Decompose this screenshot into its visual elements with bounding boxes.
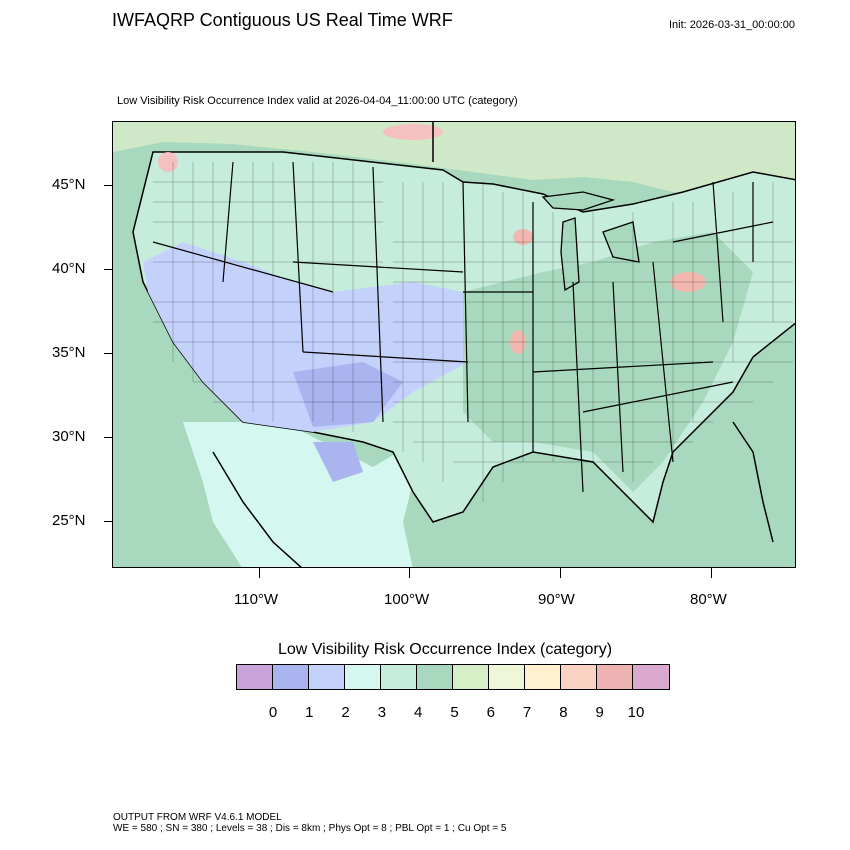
legend-swatch-4 [381, 665, 417, 689]
legend-swatch-2 [309, 665, 345, 689]
legend-swatch-6 [453, 665, 489, 689]
legend-swatch-11 [633, 665, 669, 689]
southwest-dark-blue [293, 362, 403, 427]
init-time: Init: 2026-03-31_00:00:00 [669, 19, 795, 31]
lon-label-90w: 90°W [538, 591, 575, 608]
legend-label-3: 3 [377, 704, 387, 721]
legend-swatch-5 [417, 665, 453, 689]
lat-label-45: 45°N [52, 176, 86, 193]
lat-label-40: 40°N [52, 260, 86, 277]
legend-label-5: 5 [450, 704, 459, 721]
lat-label-35: 35°N [52, 344, 86, 361]
legend-label-8: 8 [559, 704, 568, 721]
risk-patch-canada [383, 124, 443, 140]
mexico-blue-patch [313, 442, 363, 482]
model-footer: OUTPUT FROM WRF V4.6.1 MODEL WE = 580 ; … [113, 812, 506, 834]
lon-tick [409, 568, 410, 578]
lon-label-110w: 110°W [234, 591, 279, 608]
legend-swatch-3 [345, 665, 381, 689]
footer-line-2: WE = 580 ; SN = 380 ; Levels = 38 ; Dis … [113, 823, 507, 834]
lake-superior [541, 191, 616, 211]
legend-swatch-9 [561, 665, 597, 689]
lon-tick [259, 568, 260, 578]
lat-label-30: 30°N [52, 428, 86, 445]
lat-tick [104, 521, 112, 522]
footer-line-1: OUTPUT FROM WRF V4.6.1 MODEL [113, 812, 282, 823]
legend-label-1: 1 [305, 704, 314, 721]
lake-michigan [560, 217, 580, 292]
lat-tick [104, 185, 112, 186]
legend-colorbar [236, 664, 670, 690]
legend-label-7: 7 [522, 704, 532, 721]
lat-label-25: 25°N [52, 512, 86, 529]
lat-tick [104, 269, 112, 270]
legend-swatch-8 [525, 665, 561, 689]
legend-label-10: 10 [627, 704, 645, 721]
lat-tick [104, 353, 112, 354]
legend-label-2: 2 [341, 704, 350, 721]
lon-label-100w: 100°W [384, 591, 430, 608]
legend-swatch-10 [597, 665, 633, 689]
legend-label-9: 9 [595, 704, 604, 721]
legend-label-4: 4 [414, 704, 423, 721]
legend-swatch-7 [489, 665, 525, 689]
lon-label-80w: 80°W [690, 591, 727, 608]
legend-swatch-0 [237, 665, 273, 689]
map-panel [112, 121, 796, 568]
risk-patch-northwest [158, 152, 178, 172]
lat-tick [104, 437, 112, 438]
legend-label-0: 0 [268, 704, 278, 721]
lon-tick [711, 568, 712, 578]
canada-land [113, 122, 795, 202]
lon-tick [560, 568, 561, 578]
map-canvas [113, 122, 795, 567]
map-subtitle: Low Visibility Risk Occurrence Index val… [117, 95, 518, 107]
legend-title: Low Visibility Risk Occurrence Index (ca… [278, 641, 613, 658]
coastlines [212, 122, 774, 567]
legend-swatch-1 [273, 665, 309, 689]
legend-label-6: 6 [486, 704, 495, 721]
page-title: IWFAQRP Contiguous US Real Time WRF [112, 10, 453, 30]
county-lines [153, 162, 793, 502]
